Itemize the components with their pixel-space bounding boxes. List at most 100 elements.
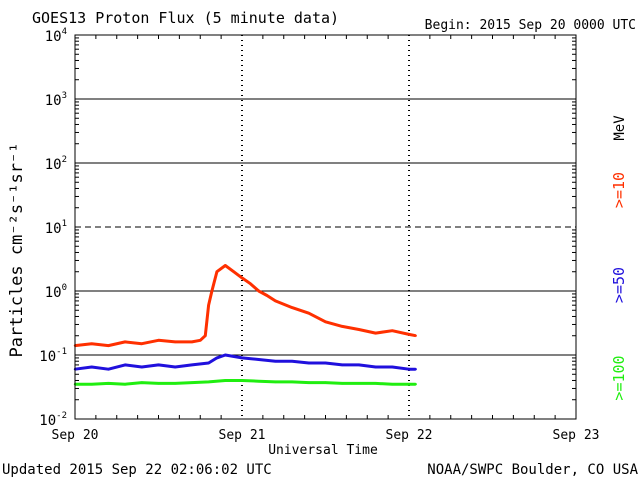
data-point [341,325,344,328]
begin-label: Begin: 2015 Sep 20 0000 UTC [425,18,636,33]
data-point [207,304,210,307]
data-point [357,363,361,367]
series-group [73,264,417,386]
data-point [199,339,202,342]
data-point [324,361,327,365]
data-point [224,379,227,382]
data-point [123,383,127,386]
data-point [307,361,310,365]
y-tick-label: 10-2 [39,411,67,429]
updated-label: Updated 2015 Sep 22 02:06:02 UTC [2,462,272,478]
data-point [190,381,194,384]
data-point [123,340,127,344]
data-point [290,360,294,363]
data-point [374,365,377,369]
data-point [274,299,277,303]
data-point [357,382,361,385]
grid [75,35,576,419]
legend-entry: >=10 [610,172,628,208]
data-point [90,383,93,386]
series-line-0 [74,264,416,348]
x-tick-label: Sep 20 [52,428,99,443]
data-point [232,270,235,273]
y-tick-label: 101 [45,219,67,237]
data-point [357,328,361,331]
data-point [374,382,377,385]
chart-title: GOES13 Proton Flux (5 minute data) [32,9,339,27]
series-line-1 [74,353,416,371]
legend-entry: >=100 [610,355,628,400]
data-point [210,289,214,293]
data-point [265,294,269,297]
data-point [257,380,260,383]
data-point [391,365,394,369]
legend-entry: >=50 [610,267,628,303]
y-tick-label: 10-1 [39,347,67,365]
data-point [374,331,377,335]
data-point [107,382,110,385]
data-point [207,380,210,384]
data-point [274,360,277,363]
data-point [240,356,244,360]
units-label: MeV [612,115,628,141]
data-point [190,363,194,367]
data-point [240,276,244,280]
data-point [90,365,93,369]
data-point [274,380,277,384]
x-tick-label: Sep 23 [553,428,600,443]
data-point [391,329,394,332]
data-point [414,334,417,337]
data-point [204,334,207,337]
data-point [414,368,417,371]
data-point [157,339,160,342]
data-point [307,381,310,384]
x-tick-labels: Sep 20 Sep 21 Sep 22 Sep 23 [52,428,600,443]
data-point [123,363,127,367]
data-point [249,282,252,285]
y-tick-label: 104 [45,27,67,45]
x-tick-label: Sep 22 [386,428,433,443]
y-tick-label: 103 [45,91,67,109]
data-point [224,264,227,267]
data-point [407,368,411,371]
x-axis-label: Universal Time [268,443,378,458]
data-point [414,383,417,386]
data-point [140,381,143,384]
data-point [174,382,177,385]
data-point [107,344,110,347]
data-point [257,289,260,293]
data-point [207,361,210,365]
data-point [90,342,93,345]
data-point [341,363,344,367]
data-point [341,382,344,385]
x-tick-label: Sep 21 [219,428,266,443]
data-point [307,312,310,315]
data-point [215,356,219,360]
legend: MeV >=10 >=50 >=100 [610,115,628,401]
data-point [157,363,160,367]
data-point [290,306,294,309]
data-point [215,270,219,273]
y-tick-labels: 104 103 102 101 100 10-1 10-2 [39,27,67,429]
data-point [107,368,110,371]
data-point [324,320,327,323]
data-point [140,342,143,345]
y-tick-label: 100 [45,283,67,301]
data-point [240,379,244,382]
data-point [157,382,160,385]
plot-frame [74,34,577,420]
credit-label: NOAA/SWPC Boulder, CO USA [427,462,638,478]
data-point [257,358,260,361]
data-point [324,381,327,384]
data-point [140,365,143,369]
data-point [174,340,177,344]
data-point [407,333,411,336]
data-point [190,340,194,344]
y-tick-label: 102 [45,155,67,173]
data-point [391,383,394,386]
y-axis-label: Particles cm⁻²s⁻¹sr⁻¹ [7,143,27,358]
data-point [407,383,411,386]
series-line-2 [75,379,416,386]
data-point [290,380,294,384]
